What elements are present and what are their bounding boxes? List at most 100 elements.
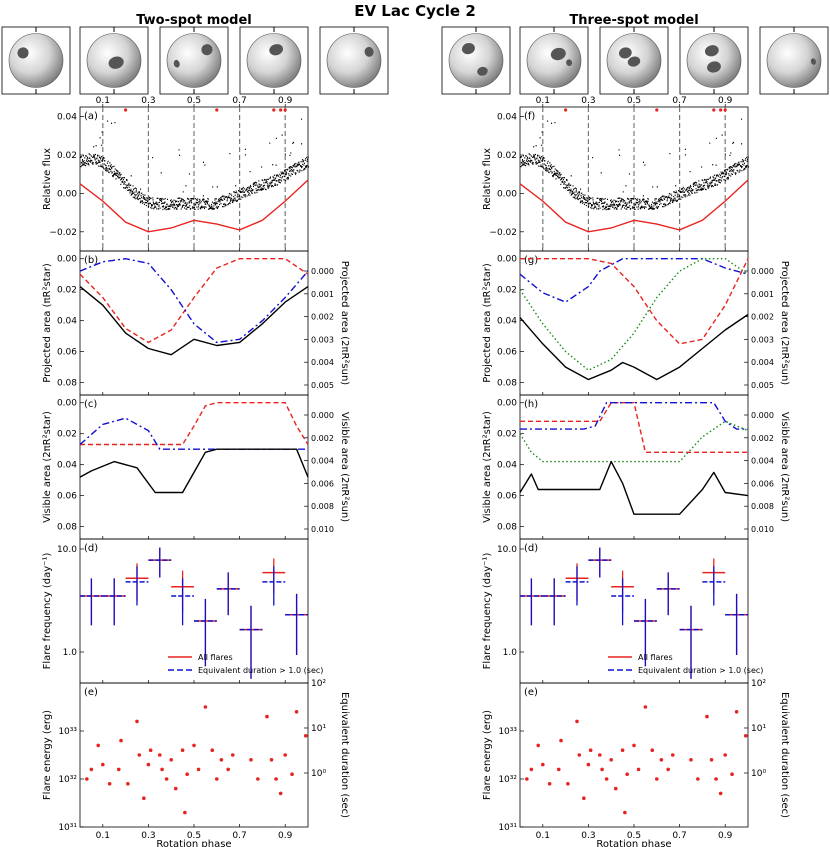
- panel-label: (b): [84, 255, 98, 266]
- ytick-label: 0.04: [57, 317, 77, 327]
- flare-energy-point: [670, 753, 675, 757]
- starspot: [704, 45, 719, 57]
- ytick-label: 10³²: [58, 775, 77, 785]
- series-spot-2: [79, 417, 308, 450]
- top-tick-label: 0.5: [187, 96, 201, 106]
- starspot: [550, 47, 566, 61]
- flare-energy-point: [226, 767, 230, 772]
- xtick-label: 0.3: [141, 831, 155, 841]
- flare-energy-point: [265, 714, 269, 719]
- series-spot-3: [519, 258, 749, 371]
- flare-energy-point: [689, 758, 693, 762]
- top-tick-label: 0.7: [232, 96, 246, 106]
- flare-peak-marker: [712, 108, 716, 112]
- flare-energy-point: [609, 758, 613, 762]
- ytick2-label: 0.000: [751, 411, 774, 420]
- starspot: [566, 59, 573, 66]
- ytick2-label: 0.005: [751, 381, 774, 390]
- panel-label: (d): [84, 543, 98, 554]
- panel-d: (d) 1.0 10.0 Flare frequency (day⁻¹) All fla…: [482, 538, 763, 684]
- ytick-label: −0.02: [49, 228, 77, 238]
- flare-energy-point: [620, 748, 625, 752]
- flare-energy-point: [215, 777, 219, 781]
- star-image: [519, 26, 589, 95]
- flare-energy-point: [625, 772, 629, 776]
- panel-d: (d) 1.0 10.0 Flare frequency (day⁻¹) All fla…: [42, 538, 323, 684]
- series-spot-3: [519, 420, 749, 463]
- ylabel: Flare frequency (day⁻¹): [42, 553, 53, 670]
- ytick2-label: 0.004: [751, 358, 774, 367]
- flare-energy-point: [219, 758, 224, 762]
- ytick-label: −0.02: [489, 228, 517, 238]
- figure-title: EV Lac Cycle 2: [354, 2, 476, 20]
- series-spot-1: [79, 258, 309, 344]
- ytick-label: 0.04: [497, 461, 517, 471]
- top-tick-label: 0.9: [718, 96, 733, 106]
- ytick-label: 0.02: [57, 430, 77, 440]
- ytick-label: 0.02: [497, 151, 517, 161]
- ytick-label: 10³²: [498, 775, 517, 785]
- series-total: [79, 448, 309, 494]
- series-total: [519, 313, 749, 381]
- ylabel: Flare energy (erg): [42, 710, 53, 800]
- panel-b: (b) 0.00 0.02 0.04 0.06 0.08 0.000 0.001 0.002 0.…: [42, 250, 350, 396]
- flare-energy-point: [101, 762, 105, 767]
- ytick2-label: 0.006: [751, 479, 774, 488]
- ytick2-label: 10¹: [311, 724, 326, 734]
- ytick2-label: 0.008: [751, 502, 774, 511]
- ytick2-label: 0.010: [311, 525, 334, 534]
- flare-energy-point: [146, 762, 151, 767]
- flare-peak-marker: [279, 108, 283, 112]
- ytick2-label: 0.003: [751, 335, 774, 344]
- ytick2-label: 0.001: [311, 290, 334, 299]
- starspot: [627, 56, 641, 67]
- ytick2-label: 0.004: [311, 457, 334, 466]
- axes-frame: [519, 682, 749, 828]
- ytick-label: 0.00: [57, 399, 77, 409]
- observed-flux: [520, 153, 749, 211]
- flare-energy-point: [135, 719, 139, 724]
- panel-label: (h): [524, 399, 538, 410]
- ytick2-label: 10²: [751, 679, 766, 689]
- panel-a: (a) 0.04 0.02 0.00 −0.02 Relative flux: [42, 106, 309, 252]
- flare-energy-point: [566, 782, 570, 786]
- panel-f: (f) 0.04 0.02 0.00 −0.02 Relative flux: [482, 106, 749, 252]
- flare-energy-point: [192, 743, 196, 748]
- star-sphere: [246, 33, 302, 88]
- star-image: [759, 26, 829, 95]
- flare-energy-point: [600, 767, 604, 772]
- star-sphere: [766, 33, 822, 88]
- flare-energy-point: [96, 743, 101, 748]
- panel-label: (c): [84, 399, 97, 410]
- flare-energy-point: [709, 758, 714, 762]
- ytick2-label: 10⁰: [751, 769, 766, 779]
- flare-energy-point: [525, 777, 529, 781]
- flare-energy-point: [586, 762, 591, 767]
- ytick-label: 0.06: [57, 348, 77, 358]
- xtick-label: 0.1: [96, 831, 110, 841]
- flare-energy-point: [588, 748, 593, 752]
- observed-flux: [80, 153, 309, 211]
- star-image: [441, 26, 511, 95]
- ylabel: Visible area (2πR²star): [482, 411, 493, 523]
- ytick2-label: 0.010: [751, 525, 774, 534]
- legend-label-all: All flares: [638, 653, 673, 662]
- column-left: 0.1 0.3 0.5 0.7 0.9 (a) 0.04 0.02 0.00 −0.02 Relat…: [42, 96, 350, 847]
- panel-label: (e): [84, 687, 98, 698]
- ytick-label: 0.02: [497, 286, 517, 296]
- legend-label-ed: Equivalent duration > 1.0 (sec): [198, 666, 323, 675]
- ytick-label: 0.06: [497, 348, 517, 358]
- panel-label: (e): [524, 687, 538, 698]
- flare-energy-point: [158, 753, 162, 757]
- flare-energy-point: [734, 710, 739, 714]
- flare-energy-point: [164, 777, 169, 781]
- flare-energy-point: [604, 777, 609, 781]
- flare-energy-point: [718, 791, 723, 796]
- xtick-label: 0.9: [278, 831, 293, 841]
- flare-energy-point: [278, 791, 283, 796]
- panel-label: (f): [524, 111, 535, 122]
- flare-energy-point: [723, 753, 727, 757]
- ytick2-label: 0.003: [311, 335, 334, 344]
- star-sphere: [8, 33, 64, 88]
- ylabel: Projected area (πR²star): [482, 263, 493, 383]
